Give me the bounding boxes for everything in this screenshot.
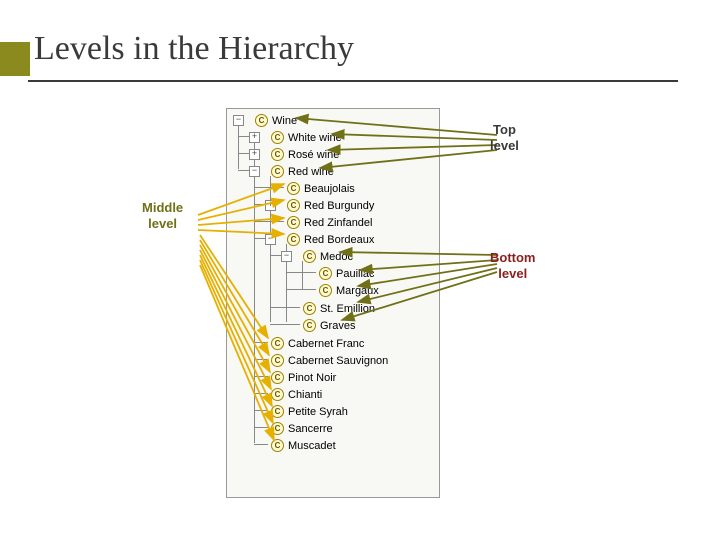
- bottom-level-text: Bottomlevel: [490, 250, 536, 281]
- tree-hline: [254, 393, 268, 394]
- tree-node-sancerre[interactable]: C Sancerre: [271, 421, 333, 436]
- class-icon: C: [271, 371, 284, 384]
- tree-node-chianti[interactable]: C Chianti: [271, 387, 322, 402]
- class-icon: C: [271, 165, 284, 178]
- middle-level-text: Middlelevel: [142, 200, 183, 231]
- class-icon: C: [271, 131, 284, 144]
- accent-bar: [0, 42, 30, 76]
- node-label: Graves: [320, 320, 355, 332]
- node-label: Medoc: [320, 251, 353, 263]
- tree-hline: [270, 324, 300, 325]
- class-icon: C: [319, 284, 332, 297]
- title-underline: [28, 80, 678, 82]
- tree-node-pauillac[interactable]: C Pauillac: [319, 266, 375, 281]
- tree-node-pinotnoir[interactable]: C Pinot Noir: [271, 370, 336, 385]
- tree-node-beaujolais[interactable]: C Beaujolais: [287, 181, 355, 196]
- page-title: Levels in the Hierarchy: [34, 30, 354, 68]
- tree-node-petitesyrah[interactable]: C Petite Syrah: [271, 404, 348, 419]
- class-icon: C: [255, 114, 268, 127]
- node-label: Beaujolais: [304, 183, 355, 195]
- node-label: Cabernet Sauvignon: [288, 355, 388, 367]
- node-label: Petite Syrah: [288, 406, 348, 418]
- class-icon: C: [271, 354, 284, 367]
- node-label: Margaux: [336, 285, 379, 297]
- tree-node-redburgundy[interactable]: C Red Burgundy: [287, 198, 374, 213]
- class-icon: C: [271, 388, 284, 401]
- middle-level-label: Middlelevel: [142, 200, 183, 231]
- node-label: Wine: [272, 115, 297, 127]
- tree-hline: [286, 272, 316, 273]
- expander-rose[interactable]: +: [249, 149, 260, 160]
- class-icon: C: [319, 267, 332, 280]
- class-icon: C: [271, 422, 284, 435]
- class-icon: C: [303, 302, 316, 315]
- class-icon: C: [287, 182, 300, 195]
- node-label: Red Bordeaux: [304, 234, 374, 246]
- node-label: Muscadet: [288, 440, 336, 452]
- node-label: St. Emillion: [320, 303, 375, 315]
- tree-hline: [254, 359, 268, 360]
- class-icon: C: [287, 216, 300, 229]
- tree-node-medoc[interactable]: C Medoc: [303, 249, 353, 264]
- node-label: Cabernet Franc: [288, 338, 364, 350]
- class-icon: C: [303, 319, 316, 332]
- node-label: Rosé wine: [288, 149, 339, 161]
- tree-node-redbordeaux[interactable]: C Red Bordeaux: [287, 232, 374, 247]
- tree-node-stemillion[interactable]: C St. Emillion: [303, 301, 375, 316]
- node-label: Red wine: [288, 166, 334, 178]
- expander-white[interactable]: +: [249, 132, 260, 143]
- top-level-label: Toplevel: [490, 122, 519, 153]
- tree-node-cabfranc[interactable]: C Cabernet Franc: [271, 336, 364, 351]
- tree-hline: [254, 444, 268, 445]
- expander-redburgundy[interactable]: +: [265, 200, 276, 211]
- tree-node-margaux[interactable]: C Margaux: [319, 283, 379, 298]
- class-icon: C: [271, 148, 284, 161]
- tree-node-muscadet[interactable]: C Muscadet: [271, 438, 336, 453]
- class-icon: C: [287, 199, 300, 212]
- tree-hline: [286, 289, 316, 290]
- tree-node-redzin[interactable]: C Red Zinfandel: [287, 215, 373, 230]
- node-label: Sancerre: [288, 423, 333, 435]
- node-label: Red Zinfandel: [304, 217, 373, 229]
- expander-redbordeaux[interactable]: −: [265, 234, 276, 245]
- top-level-text: Toplevel: [490, 122, 519, 153]
- tree-vline: [302, 261, 303, 289]
- tree-node-wine[interactable]: C Wine: [255, 113, 297, 128]
- tree-hline: [254, 221, 284, 222]
- tree-hline: [254, 187, 284, 188]
- tree-hline: [254, 376, 268, 377]
- tree-vline: [270, 176, 271, 322]
- tree-vline: [238, 125, 239, 169]
- node-label: Pinot Noir: [288, 372, 336, 384]
- node-label: Red Burgundy: [304, 200, 374, 212]
- tree-node-white[interactable]: C White wine: [271, 130, 342, 145]
- tree-node-rose[interactable]: C Rosé wine: [271, 147, 339, 162]
- node-label: White wine: [288, 132, 342, 144]
- tree-hline: [254, 427, 268, 428]
- class-icon: C: [287, 233, 300, 246]
- tree-hline: [254, 410, 268, 411]
- node-label: Pauillac: [336, 268, 375, 280]
- expander-medoc[interactable]: −: [281, 251, 292, 262]
- tree-node-red[interactable]: C Red wine: [271, 164, 334, 179]
- class-icon: C: [271, 405, 284, 418]
- expander-wine[interactable]: −: [233, 115, 244, 126]
- tree-node-cabsauv[interactable]: C Cabernet Sauvignon: [271, 353, 388, 368]
- class-icon: C: [271, 439, 284, 452]
- class-icon: C: [271, 337, 284, 350]
- tree-node-graves[interactable]: C Graves: [303, 318, 355, 333]
- tree-hline: [270, 307, 300, 308]
- class-icon: C: [303, 250, 316, 263]
- bottom-level-label: Bottomlevel: [490, 250, 536, 281]
- node-label: Chianti: [288, 389, 322, 401]
- tree-hline: [254, 342, 268, 343]
- expander-red[interactable]: −: [249, 166, 260, 177]
- hierarchy-tree: −CWine+CWhite wine+CRosé wine−CRed wineC…: [226, 108, 440, 498]
